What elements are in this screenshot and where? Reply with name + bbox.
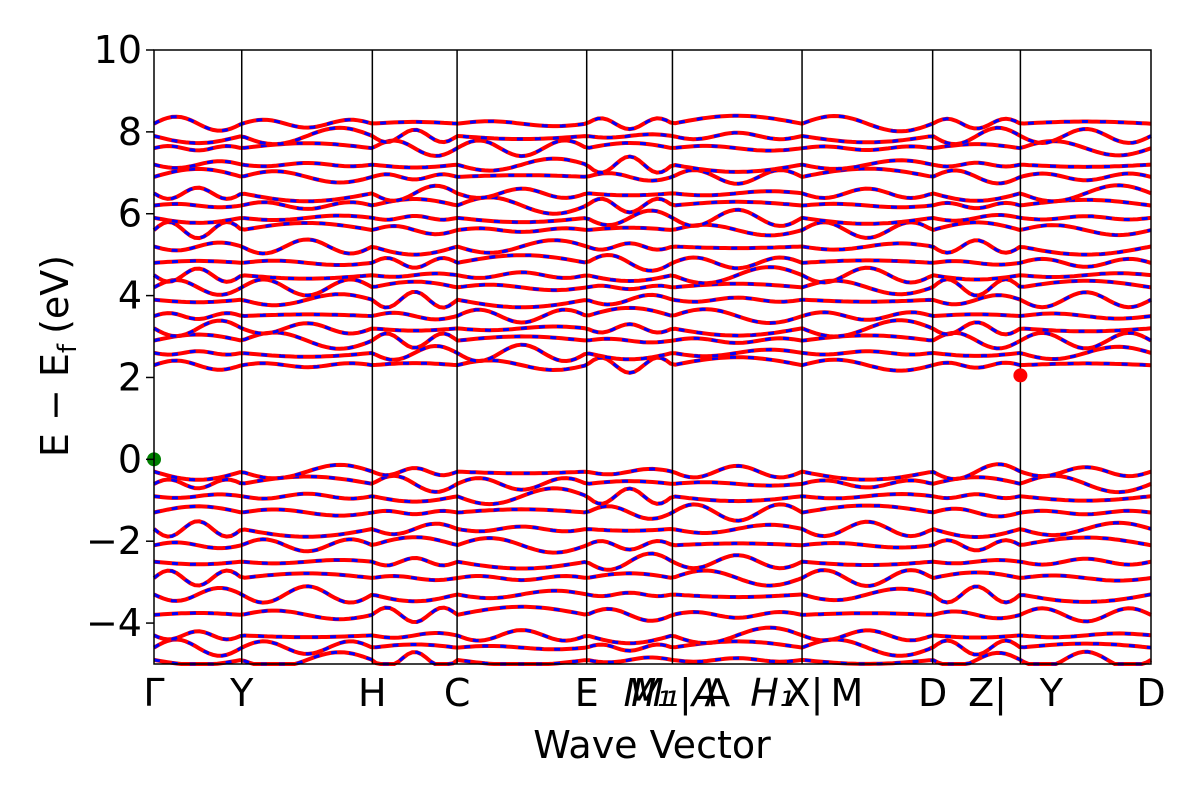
- x-tick-label: H: [358, 671, 387, 715]
- y-axis-title-unit: (eV): [33, 255, 77, 334]
- band-line-spin-up: [152, 265, 1152, 286]
- band-line-spin-up: [153, 138, 1152, 159]
- band-line-spin-down: [153, 220, 1152, 240]
- band-line-spin-down: [153, 208, 1152, 228]
- y-tick-label: 2: [118, 355, 142, 399]
- band-line-spin-up: [153, 355, 1152, 375]
- band-line-spin-down: [153, 195, 1152, 216]
- band-line-spin-up: [153, 584, 1152, 605]
- band-line-spin-down: [153, 474, 1152, 494]
- band-line-spin-up: [153, 113, 1152, 134]
- y-axis-title-main: E − E: [33, 353, 77, 457]
- y-tick-label: 0: [118, 437, 142, 481]
- conduction-band-minimum-point: [1013, 368, 1028, 383]
- y-tick-label: 8: [118, 110, 142, 154]
- x-tick-label: C: [444, 671, 471, 715]
- k-path-dividers: [240, 50, 1022, 664]
- band-line-spin-up: [153, 473, 1152, 495]
- band-line-spin-down: [153, 154, 1152, 175]
- band-line-spin-up: [152, 183, 1152, 204]
- band-line-spin-down: [153, 462, 1152, 482]
- x-tick-label: Γ: [143, 671, 164, 715]
- band-line-spin-down: [153, 343, 1152, 363]
- x-tick-label: M₁|A: [631, 671, 718, 716]
- y-tick-label: 6: [118, 192, 142, 236]
- x-tick-label: X|: [785, 671, 824, 716]
- band-line-spin-down: [153, 253, 1152, 273]
- band-line-spin-up: [153, 277, 1152, 298]
- band-line-spin-down: [153, 650, 1152, 666]
- y-tick-label: 4: [118, 274, 142, 318]
- band-line-spin-up: [153, 486, 1152, 507]
- band-line-spin-down: [153, 167, 1152, 186]
- x-tick-label: M: [831, 671, 864, 715]
- band-line-spin-up: [152, 637, 1152, 658]
- band-line-spin-down: [153, 568, 1152, 588]
- band-line-spin-up: [153, 330, 1152, 351]
- band-line-spin-up: [152, 519, 1152, 539]
- band-line-spin-up: [153, 154, 1152, 175]
- x-tick-label: E: [575, 671, 599, 715]
- band-line-spin-down: [153, 535, 1152, 555]
- band-line-spin-down: [153, 626, 1152, 645]
- y-axis-title: E − Ef (eV): [33, 255, 83, 457]
- y-axis: −4 −2 0 2 4 6 8 10: [86, 28, 154, 645]
- x-tick-label: A: [704, 671, 730, 715]
- band-line-spin-up: [153, 125, 1152, 147]
- band-line-spin-down: [153, 138, 1152, 158]
- band-line-spin-up: [153, 237, 1152, 257]
- band-line-spin-down: [153, 502, 1152, 523]
- plot-frame: [153, 49, 1152, 665]
- x-tick-label: Y: [1039, 671, 1064, 715]
- x-tick-label: H₁: [750, 671, 794, 715]
- band-line-spin-up: [153, 318, 1152, 339]
- x-tick-label: D: [1136, 671, 1165, 715]
- band-line-spin-up: [152, 568, 1152, 588]
- band-line-spin-up: [153, 604, 1152, 625]
- band-line-spin-down: [153, 605, 1152, 624]
- band-line-spin-down: [153, 551, 1152, 572]
- x-tick-label: M₁: [623, 671, 671, 715]
- y-tick-label: −4: [86, 601, 142, 645]
- y-tick-label: 10: [94, 28, 142, 72]
- x-tick-label: Z|: [968, 671, 1007, 716]
- band-line-spin-down: [153, 306, 1152, 325]
- y-tick-label: −2: [86, 519, 142, 563]
- x-axis-title: Wave Vector: [533, 723, 771, 767]
- x-tick-label: D: [918, 671, 947, 715]
- x-tick-label: Y: [229, 671, 254, 715]
- y-axis-title-sub: f: [53, 343, 83, 353]
- band-line-spin-down: [153, 290, 1152, 310]
- band-line-spin-down: [153, 486, 1152, 506]
- band-lines: [152, 113, 1153, 666]
